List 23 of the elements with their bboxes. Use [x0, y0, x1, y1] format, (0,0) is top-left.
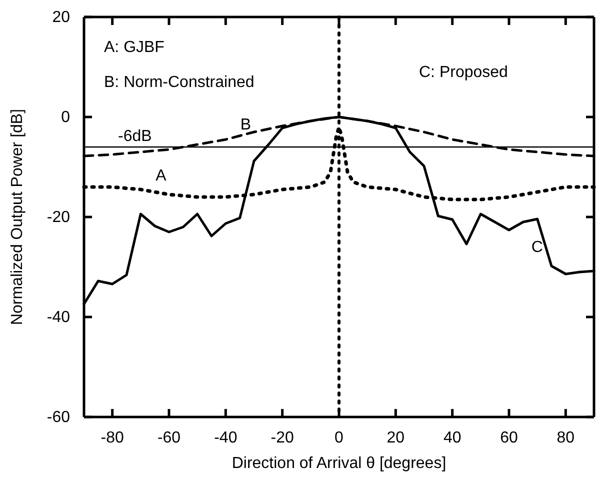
x-tick-label: -60	[157, 429, 181, 446]
x-tick-label: -80	[100, 429, 124, 446]
x-axis-title: Direction of Arrival θ [degrees]	[232, 455, 446, 472]
series-label: C	[531, 239, 543, 256]
x-tick-label: 60	[500, 429, 518, 446]
x-tick-label: -40	[214, 429, 238, 446]
x-tick-label: 20	[386, 429, 405, 446]
y-tick-label: 20	[52, 9, 70, 26]
x-tick-label: -20	[270, 429, 294, 446]
y-tick-label: -20	[46, 209, 70, 226]
annotation: B: Norm-Constrained	[104, 74, 254, 91]
annotation: C: Proposed	[419, 64, 508, 81]
y-tick-label: -40	[46, 309, 70, 326]
x-tick-label: 0	[334, 429, 344, 446]
y-axis-title: Normalized Output Power [dB]	[9, 108, 26, 326]
ref-line-label: -6dB	[118, 128, 152, 145]
x-tick-label: 40	[443, 429, 462, 446]
y-tick-label: 0	[61, 109, 70, 126]
series-label: B	[240, 116, 252, 134]
annotation: A: GJBF	[104, 39, 165, 56]
x-tick-label: 80	[556, 429, 575, 446]
y-tick-label: -60	[46, 409, 70, 426]
series-label: A	[156, 168, 167, 184]
